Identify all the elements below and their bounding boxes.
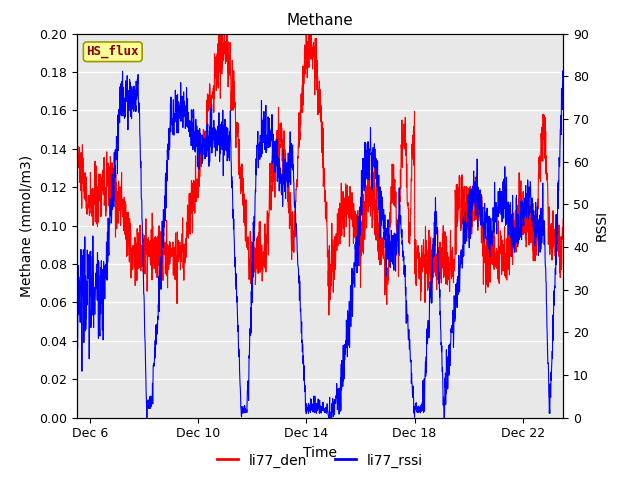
- li77_den: [559, 216, 567, 221]
- li77_den: [545, 227, 553, 232]
- li77_rssi: [73, 264, 81, 270]
- li77_rssi: [143, 415, 150, 420]
- Legend: li77_den, li77_rssi: li77_den, li77_rssi: [211, 448, 429, 473]
- Y-axis label: Methane (mmol/m3): Methane (mmol/m3): [20, 155, 33, 297]
- li77_rssi: [545, 397, 553, 403]
- li77_rssi: [559, 74, 567, 80]
- li77_rssi: [456, 266, 464, 272]
- Title: Methane: Methane: [287, 13, 353, 28]
- li77_den: [456, 217, 464, 223]
- li77_den: [98, 196, 106, 202]
- Text: HS_flux: HS_flux: [86, 45, 139, 59]
- li77_rssi: [545, 410, 553, 416]
- Line: li77_rssi: li77_rssi: [77, 71, 563, 418]
- li77_rssi: [559, 68, 567, 74]
- li77_rssi: [297, 306, 305, 312]
- X-axis label: Time: Time: [303, 446, 337, 460]
- li77_den: [325, 312, 333, 318]
- li77_den: [546, 224, 554, 229]
- li77_den: [221, 10, 228, 16]
- li77_den: [73, 125, 81, 131]
- Line: li77_den: li77_den: [77, 13, 563, 315]
- li77_den: [310, 39, 317, 45]
- Y-axis label: RSSI: RSSI: [595, 210, 609, 241]
- li77_rssi: [98, 281, 106, 287]
- li77_rssi: [310, 403, 317, 408]
- li77_den: [297, 122, 305, 128]
